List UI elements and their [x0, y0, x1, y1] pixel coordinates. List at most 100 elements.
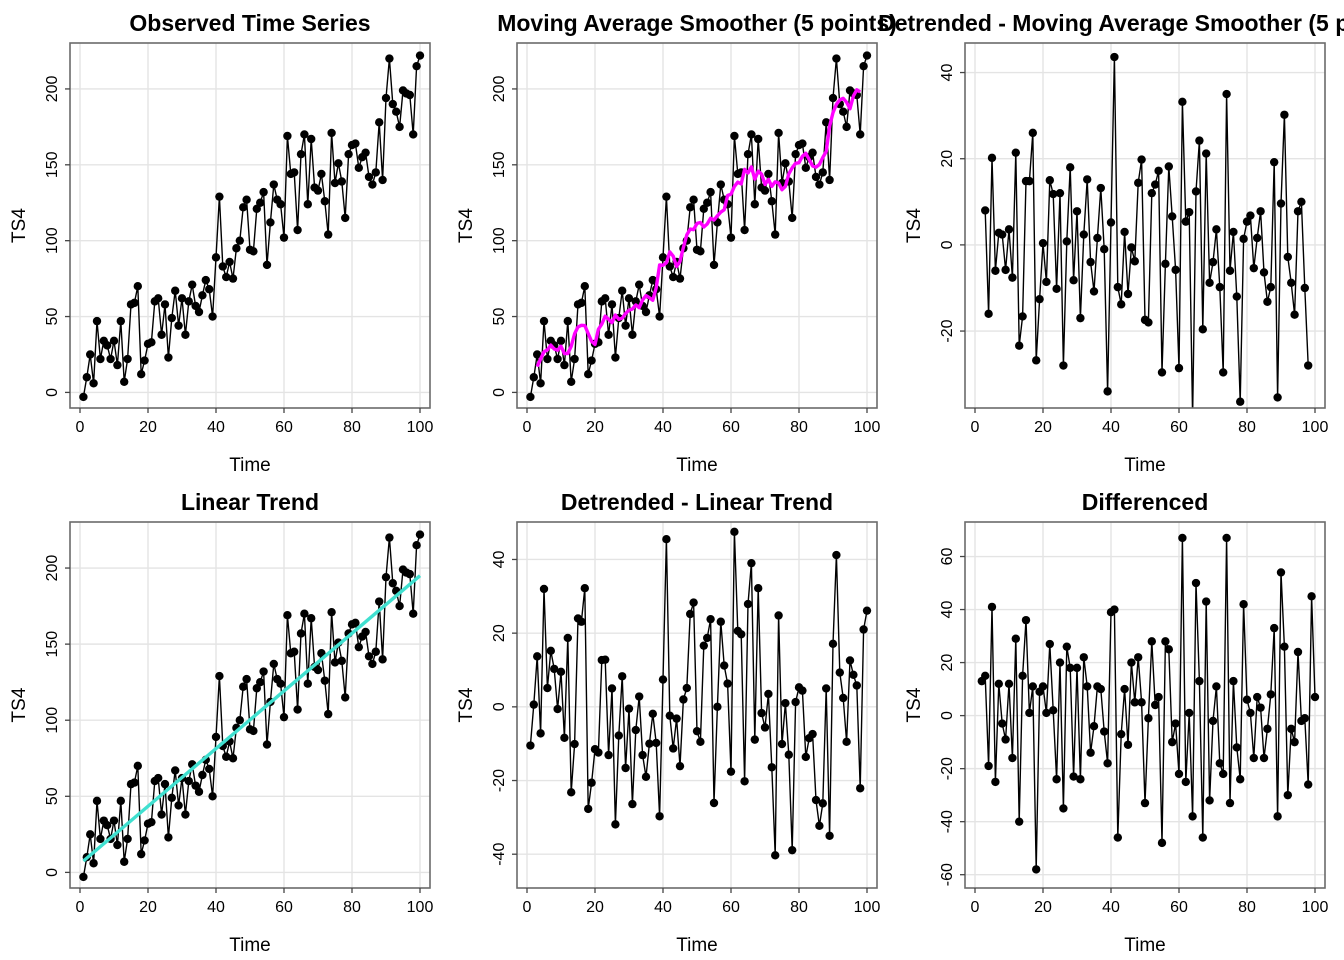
data-point	[862, 606, 872, 615]
data-point	[754, 134, 763, 144]
data-point	[1076, 313, 1085, 323]
data-point	[1100, 244, 1109, 254]
data-point	[662, 535, 671, 544]
data-point	[239, 203, 248, 212]
data-point	[320, 676, 329, 685]
data-point	[1120, 227, 1129, 237]
series-line	[529, 55, 868, 398]
data-point	[801, 163, 810, 173]
data-point	[1069, 276, 1078, 285]
data-point	[1079, 230, 1089, 239]
data-point	[1011, 148, 1020, 157]
data-point	[160, 300, 170, 309]
data-point	[1222, 533, 1231, 543]
data-point	[194, 787, 204, 796]
data-point	[771, 851, 780, 860]
data-point	[1008, 753, 1017, 763]
y-tick-label: -20	[939, 319, 956, 342]
data-point	[764, 689, 773, 699]
data-point	[1096, 684, 1106, 694]
data-point	[730, 527, 739, 537]
x-tick-label: 20	[1034, 419, 1052, 436]
data-point	[1161, 637, 1170, 646]
data-point	[618, 672, 627, 681]
data-point	[215, 671, 224, 681]
x-tick-label: 40	[1102, 419, 1120, 436]
data-point	[577, 298, 586, 308]
data-point	[96, 354, 105, 364]
data-point	[1004, 679, 1014, 688]
data-point	[556, 667, 566, 677]
data-point	[164, 353, 173, 362]
y-tick-label: 0	[44, 868, 61, 877]
data-point	[1195, 136, 1204, 145]
data-point	[828, 93, 838, 103]
data-point	[1110, 605, 1119, 614]
data-point	[1280, 110, 1289, 119]
x-tick-label: 60	[275, 899, 293, 916]
data-point	[313, 186, 323, 195]
data-point	[1072, 663, 1082, 673]
data-point	[293, 705, 302, 714]
plot-area	[79, 530, 425, 882]
data-point	[665, 711, 674, 720]
data-point	[716, 180, 725, 189]
data-point	[1222, 89, 1231, 99]
data-point	[1055, 188, 1065, 198]
data-point	[1171, 265, 1180, 275]
data-point	[1042, 708, 1051, 718]
trend-line	[535, 88, 862, 368]
data-point	[1249, 753, 1259, 763]
data-point	[788, 845, 797, 855]
data-point	[1208, 257, 1218, 267]
data-point	[157, 810, 166, 819]
data-point	[723, 679, 732, 688]
data-point	[740, 225, 749, 235]
x-tick-label: 40	[1102, 899, 1120, 916]
data-point	[1219, 368, 1228, 377]
data-point	[648, 709, 657, 719]
data-point	[103, 341, 112, 350]
data-point	[533, 652, 542, 661]
data-point	[1198, 833, 1208, 842]
data-point	[116, 316, 126, 326]
data-point	[1287, 278, 1296, 288]
data-point	[130, 778, 139, 787]
data-point	[86, 830, 95, 839]
y-tick-label: -20	[939, 757, 956, 780]
data-point	[1215, 759, 1225, 768]
data-point	[686, 609, 695, 619]
data-point	[120, 857, 129, 866]
data-point	[1219, 769, 1228, 779]
data-point	[1059, 361, 1068, 370]
data-point	[1236, 775, 1245, 784]
data-point	[618, 286, 627, 295]
data-point	[208, 792, 217, 801]
data-point	[1120, 684, 1129, 694]
data-point	[113, 360, 122, 370]
data-point	[808, 729, 817, 739]
data-point	[1021, 615, 1031, 625]
data-point	[293, 225, 302, 235]
y-tick-label: 50	[491, 308, 508, 326]
data-point	[580, 584, 589, 593]
data-point	[242, 195, 251, 204]
data-point	[92, 796, 102, 806]
y-tick-label: 100	[491, 227, 508, 254]
data-point	[567, 377, 576, 386]
plot-area	[526, 527, 872, 860]
data-point	[147, 338, 156, 347]
chart-title: Moving Average Smoother (5 points)	[497, 10, 897, 36]
data-point	[747, 130, 756, 139]
data-point	[631, 297, 640, 306]
y-tick-label: 40	[939, 601, 956, 619]
data-point	[726, 233, 736, 242]
data-point	[1188, 413, 1196, 421]
data-point	[1018, 312, 1027, 321]
data-point	[1008, 273, 1017, 282]
data-point	[300, 609, 309, 618]
plot-area	[79, 51, 425, 402]
data-point	[859, 625, 868, 634]
data-point	[1304, 361, 1313, 370]
data-point	[658, 675, 668, 684]
